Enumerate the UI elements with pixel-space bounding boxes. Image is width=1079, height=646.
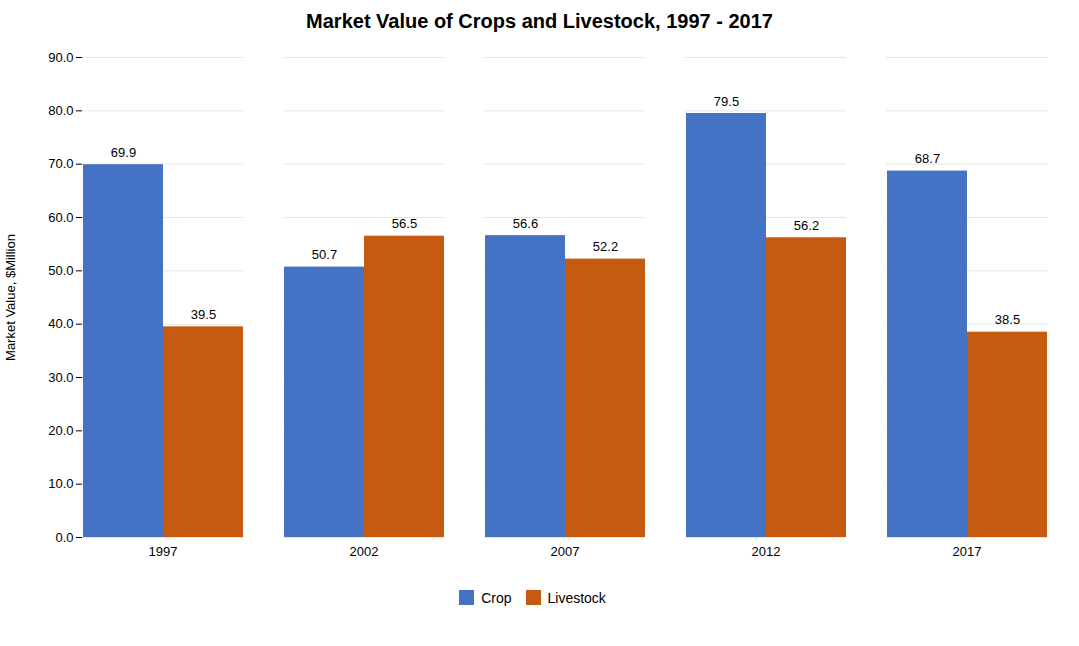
html-text:Market Value of Crops and Live: Market Value of Crops and Livestock, 199… xyxy=(306,10,773,32)
svg-text:30.0: 30.0 xyxy=(48,370,73,385)
svg-text:50.0: 50.0 xyxy=(48,263,73,278)
svg-text:2007: 2007 xyxy=(551,544,580,559)
svg-text:2017: 2017 xyxy=(953,544,982,559)
svg-text:40.0: 40.0 xyxy=(48,316,73,331)
svg-text:38.5: 38.5 xyxy=(995,312,1020,327)
svg-text:39.5: 39.5 xyxy=(191,307,216,322)
html-text:Crop: Crop xyxy=(481,589,512,606)
svg-text:68.7: 68.7 xyxy=(915,151,940,166)
svg-text:0.0: 0.0 xyxy=(55,530,73,545)
svg-text:56.5: 56.5 xyxy=(392,216,417,231)
svg-text:2012: 2012 xyxy=(752,544,781,559)
svg-text:70.0: 70.0 xyxy=(48,156,73,171)
svg-text:90.0: 90.0 xyxy=(48,50,73,65)
svg-text:56.6: 56.6 xyxy=(513,216,538,231)
svg-text:2002: 2002 xyxy=(350,544,379,559)
svg-text:10.0: 10.0 xyxy=(48,476,73,491)
html-text:Livestock: Livestock xyxy=(547,589,606,606)
svg-text:56.2: 56.2 xyxy=(794,218,819,233)
svg-text:52.2: 52.2 xyxy=(593,239,618,254)
svg-text:1997: 1997 xyxy=(149,544,178,559)
svg-text:79.5: 79.5 xyxy=(714,94,739,109)
svg-text:20.0: 20.0 xyxy=(48,423,73,438)
svg-text:Market Value, $Million: Market Value, $Million xyxy=(3,234,18,361)
svg-text:69.9: 69.9 xyxy=(111,145,136,160)
svg-text:50.7: 50.7 xyxy=(312,247,337,262)
svg-text:60.0: 60.0 xyxy=(48,210,73,225)
svg-text:80.0: 80.0 xyxy=(48,103,73,118)
